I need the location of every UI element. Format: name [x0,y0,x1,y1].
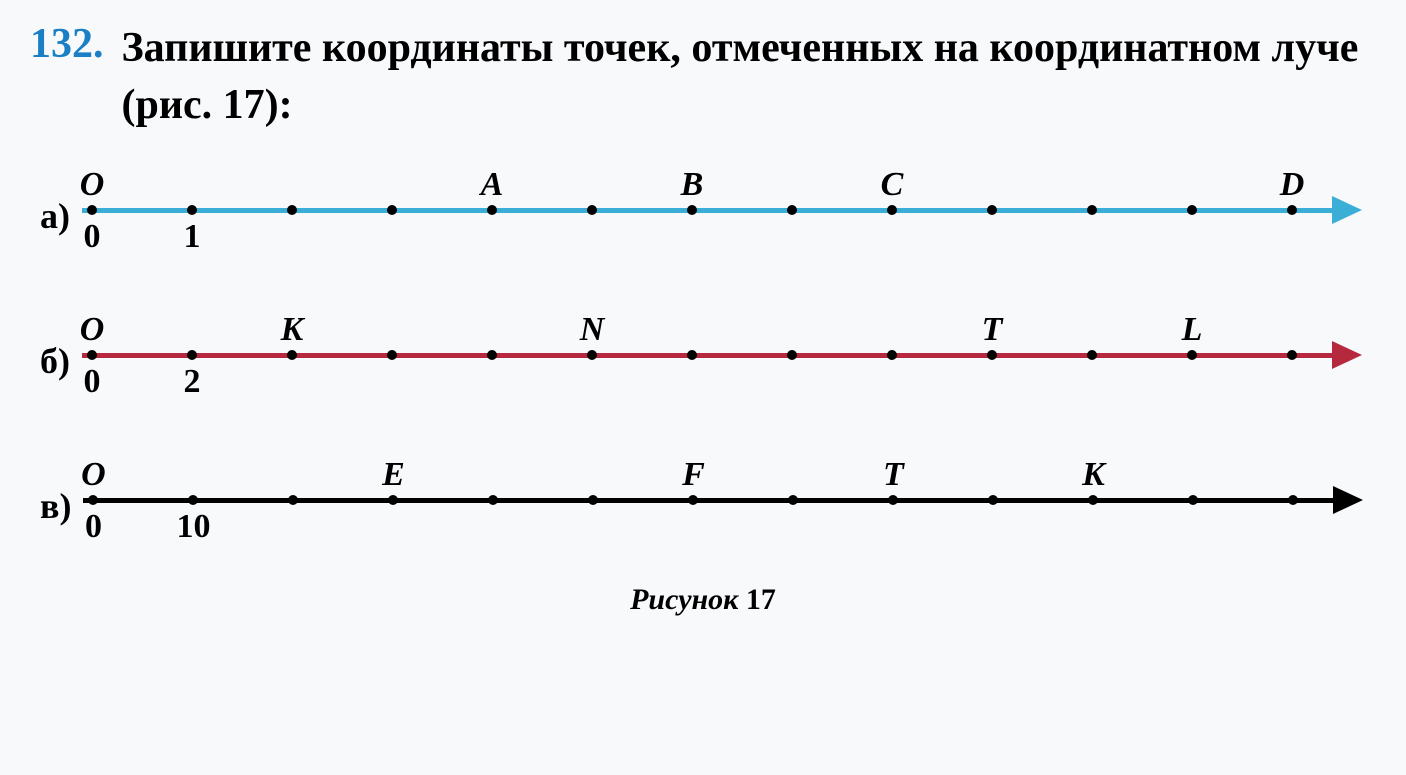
tick-mark [687,205,697,215]
tick-mark [88,495,98,505]
tick-mark [288,495,298,505]
number-line-row-2: в)OEFTK010 [40,458,1376,538]
tick-mark [887,350,897,360]
figure-caption: Рисунок 17 [30,583,1376,617]
tick-mark [987,350,997,360]
point-label: E [382,456,405,494]
row-label: б) [40,340,70,382]
point-label: O [81,456,106,494]
point-label: N [580,311,605,349]
tick-mark [987,205,997,215]
tick-mark [87,205,97,215]
tick-mark [787,350,797,360]
scale-label: 2 [184,363,201,401]
point-label: O [80,166,105,204]
point-label: K [1082,456,1105,494]
tick-mark [1187,205,1197,215]
point-label: T [883,456,904,494]
point-label: B [681,166,704,204]
tick-mark [287,205,297,215]
arrow-icon [1333,486,1363,514]
point-label: A [481,166,504,204]
figure-caption-text: Рисунок [630,583,738,616]
point-label: L [1182,311,1203,349]
axis-line [83,498,1343,503]
tick-mark [588,495,598,505]
scale-label: 0 [85,508,102,546]
tick-mark [187,350,197,360]
axis-line [82,208,1342,213]
tick-mark [1087,205,1097,215]
tick-mark [587,350,597,360]
tick-mark [587,205,597,215]
scale-label: 1 [184,218,201,256]
tick-mark [87,350,97,360]
tick-mark [487,350,497,360]
tick-mark [1287,205,1297,215]
tick-mark [887,205,897,215]
figure-caption-number: 17 [746,583,776,616]
tick-mark [1187,350,1197,360]
scale-label: 0 [84,363,101,401]
number-line-row-0: а)OABCD01 [40,168,1376,248]
tick-mark [688,495,698,505]
scale-label: 10 [176,508,210,546]
arrow-icon [1332,341,1362,369]
point-label: C [881,166,904,204]
point-label: T [982,311,1003,349]
row-label: а) [40,195,70,237]
number-lines-container: а)OABCD01б)OKNTL02в)OEFTK010 [30,168,1376,538]
tick-mark [188,495,198,505]
point-label: K [281,311,304,349]
tick-mark [888,495,898,505]
point-label: D [1280,166,1305,204]
tick-mark [988,495,998,505]
number-line: OKNTL02 [82,313,1362,393]
tick-mark [788,495,798,505]
tick-mark [1087,350,1097,360]
problem-text: Запишите координаты точек, отмеченных на… [122,20,1377,133]
number-line: OEFTK010 [83,458,1363,538]
arrow-icon [1332,196,1362,224]
tick-mark [487,205,497,215]
tick-mark [488,495,498,505]
tick-mark [388,495,398,505]
tick-mark [787,205,797,215]
problem-header: 132. Запишите координаты точек, отмеченн… [30,20,1376,133]
problem-number: 132. [30,20,104,68]
row-label: в) [40,485,71,527]
tick-mark [687,350,697,360]
tick-mark [1088,495,1098,505]
number-line-row-1: б)OKNTL02 [40,313,1376,393]
number-line: OABCD01 [82,168,1362,248]
tick-mark [1188,495,1198,505]
tick-mark [1288,495,1298,505]
scale-label: 0 [84,218,101,256]
tick-mark [287,350,297,360]
axis-line [82,353,1342,358]
tick-mark [387,205,397,215]
tick-mark [187,205,197,215]
tick-mark [387,350,397,360]
point-label: F [682,456,705,494]
tick-mark [1287,350,1297,360]
point-label: O [80,311,105,349]
